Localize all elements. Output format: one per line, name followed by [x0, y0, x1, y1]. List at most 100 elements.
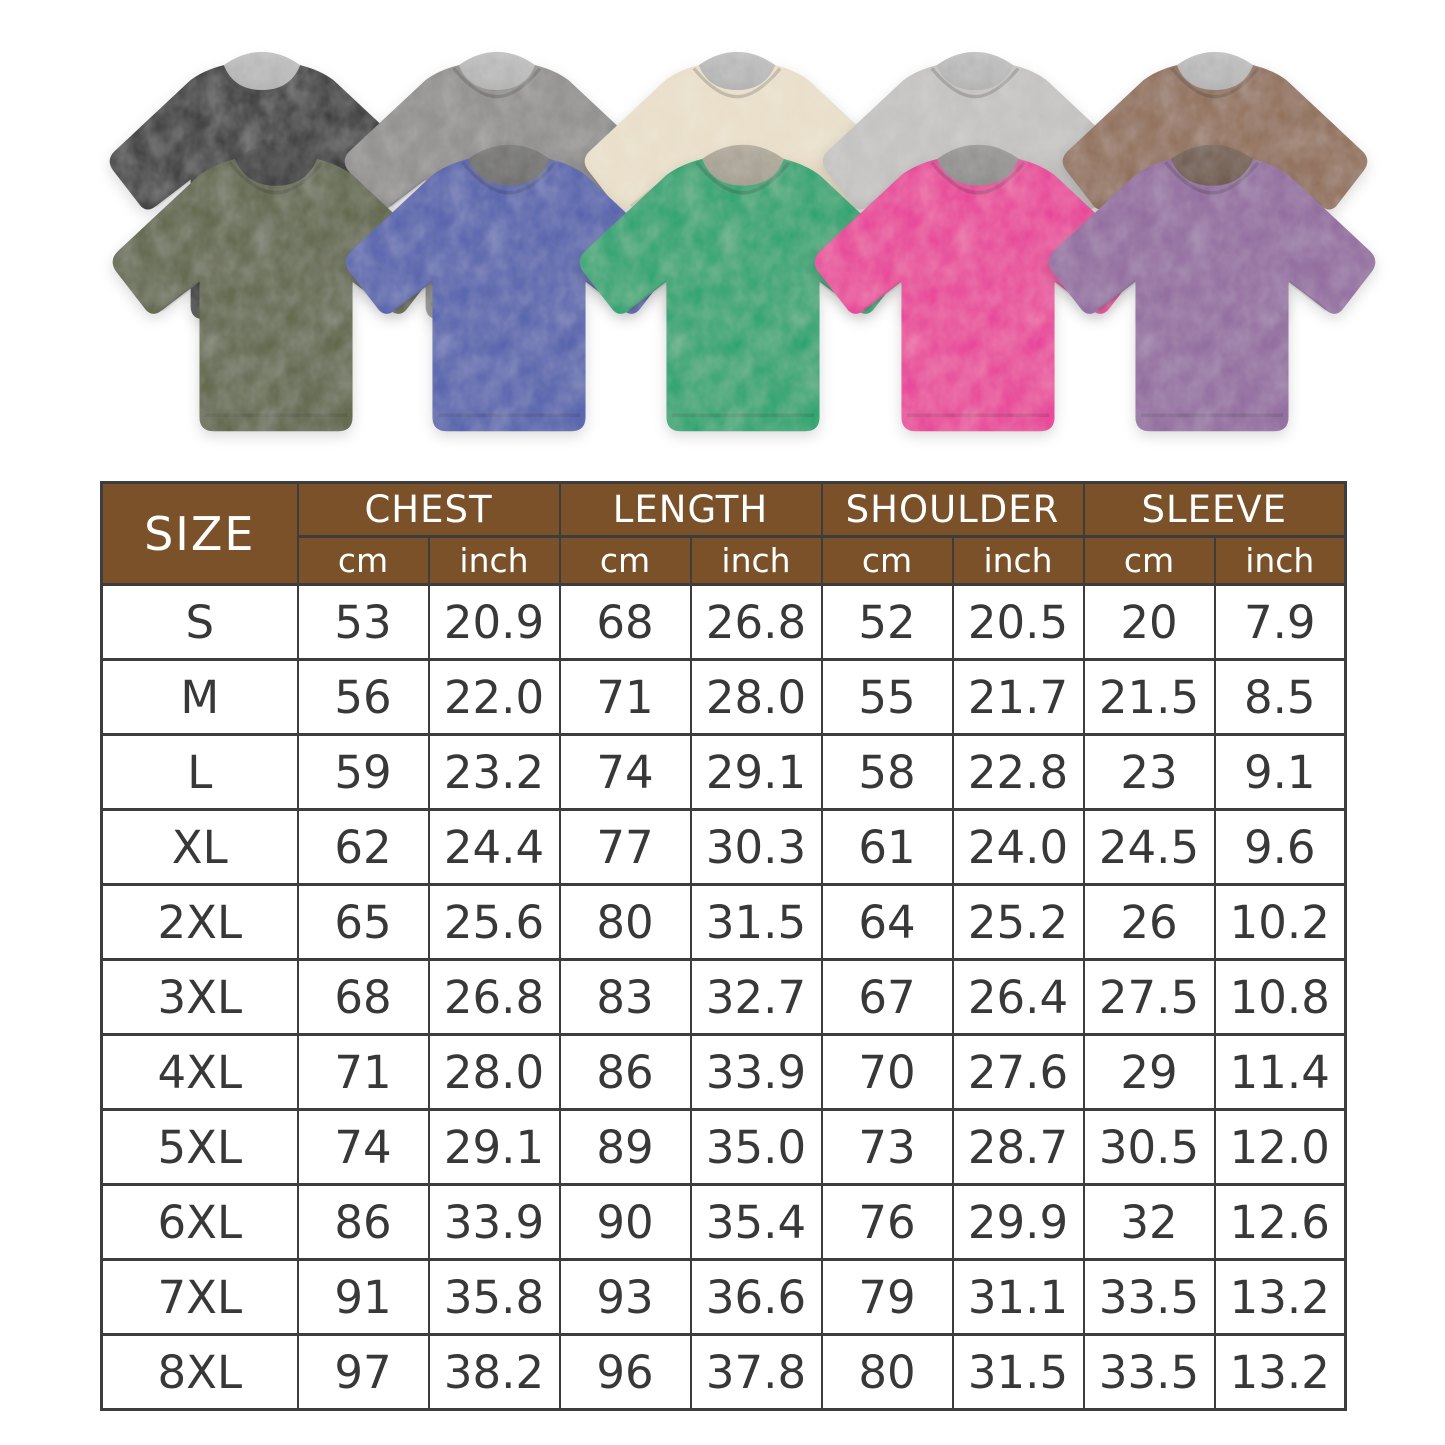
measurement-value: 11.4 — [1213, 1033, 1347, 1111]
measurement-value: 13.2 — [1213, 1333, 1347, 1411]
measurement-value: 35.8 — [427, 1258, 561, 1336]
measurement-value: 38.2 — [427, 1333, 561, 1411]
size-row-4xl: 4XL 71 28.0 86 33.9 70 27.6 29 11.4 — [100, 1033, 1347, 1111]
size-column-header: SIZE — [100, 481, 299, 586]
measurement-value: 31.5 — [951, 1333, 1085, 1411]
measurement-value: 13.2 — [1213, 1258, 1347, 1336]
measurement-value: 55 — [820, 658, 954, 736]
measurement-value: 29.9 — [951, 1183, 1085, 1261]
tshirt-purple — [1034, 102, 1390, 444]
measurement-value: 89 — [558, 1108, 692, 1186]
measurement-value: 33.9 — [689, 1033, 823, 1111]
measurement-value: 59 — [296, 733, 430, 811]
measurement-value: 58 — [820, 733, 954, 811]
size-label: 3XL — [100, 958, 299, 1036]
measurement-value: 10.2 — [1213, 883, 1347, 961]
measurement-value: 86 — [296, 1183, 430, 1261]
size-label: M — [100, 658, 299, 736]
measurement-value: 29.1 — [427, 1108, 561, 1186]
size-table: SIZE CHEST LENGTH SHOULDER SLEEVE cm inc… — [100, 481, 1348, 1411]
measurement-value: 80 — [558, 883, 692, 961]
measurement-value: 97 — [296, 1333, 430, 1411]
measurement-value: 71 — [558, 658, 692, 736]
measurement-value: 25.6 — [427, 883, 561, 961]
measurement-value: 35.0 — [689, 1108, 823, 1186]
shoulder-group-header: SHOULDER — [820, 481, 1085, 538]
size-row-l: L 59 23.2 74 29.1 58 22.8 23 9.1 — [100, 733, 1347, 811]
tshirt-graphic — [1034, 102, 1390, 444]
size-row-xl: XL 62 24.4 77 30.3 61 24.0 24.5 9.6 — [100, 808, 1347, 886]
size-row-7xl: 7XL 91 35.8 93 36.6 79 31.1 33.5 13.2 — [100, 1258, 1347, 1336]
measurement-value: 31.1 — [951, 1258, 1085, 1336]
size-row-3xl: 3XL 68 26.8 83 32.7 67 26.4 27.5 10.8 — [100, 958, 1347, 1036]
measurement-value: 36.6 — [689, 1258, 823, 1336]
measurement-value: 22.0 — [427, 658, 561, 736]
measurement-value: 12.6 — [1213, 1183, 1347, 1261]
measurement-value: 32.7 — [689, 958, 823, 1036]
measurement-value: 26.8 — [689, 583, 823, 661]
measurement-value: 32 — [1082, 1183, 1216, 1261]
measurement-value: 7.9 — [1213, 583, 1347, 661]
measurement-value: 26 — [1082, 883, 1216, 961]
shoulder-cm-header: cm — [820, 535, 954, 586]
shoulder-inch-header: inch — [951, 535, 1085, 586]
size-label: 5XL — [100, 1108, 299, 1186]
measurement-value: 79 — [820, 1258, 954, 1336]
measurement-value: 71 — [296, 1033, 430, 1111]
measurement-value: 21.5 — [1082, 658, 1216, 736]
measurement-value: 86 — [558, 1033, 692, 1111]
size-label: 2XL — [100, 883, 299, 961]
chest-inch-header: inch — [427, 535, 561, 586]
measurement-value: 22.8 — [951, 733, 1085, 811]
measurement-value: 65 — [296, 883, 430, 961]
front-shirt-row — [0, 0, 1445, 478]
measurement-value: 30.5 — [1082, 1108, 1216, 1186]
measurement-value: 10.8 — [1213, 958, 1347, 1036]
measurement-value: 56 — [296, 658, 430, 736]
measurement-value: 23 — [1082, 733, 1216, 811]
sleeve-group-header: SLEEVE — [1082, 481, 1347, 538]
measurement-value: 24.4 — [427, 808, 561, 886]
measurement-value: 68 — [558, 583, 692, 661]
measurement-value: 33.5 — [1082, 1333, 1216, 1411]
measurement-value: 64 — [820, 883, 954, 961]
measurement-value: 35.4 — [689, 1183, 823, 1261]
measurement-value: 91 — [296, 1258, 430, 1336]
measurement-value: 8.5 — [1213, 658, 1347, 736]
measurement-value: 33.9 — [427, 1183, 561, 1261]
measurement-value: 74 — [296, 1108, 430, 1186]
measurement-value: 29 — [1082, 1033, 1216, 1111]
measurement-value: 31.5 — [689, 883, 823, 961]
size-label: 8XL — [100, 1333, 299, 1411]
measurement-value: 24.5 — [1082, 808, 1216, 886]
length-cm-header: cm — [558, 535, 692, 586]
size-row-6xl: 6XL 86 33.9 90 35.4 76 29.9 32 12.6 — [100, 1183, 1347, 1261]
measurement-value: 70 — [820, 1033, 954, 1111]
measurement-value: 53 — [296, 583, 430, 661]
measurement-value: 25.2 — [951, 883, 1085, 961]
measurement-value: 26.4 — [951, 958, 1085, 1036]
measurement-value: 23.2 — [427, 733, 561, 811]
measurement-value: 83 — [558, 958, 692, 1036]
size-row-m: M 56 22.0 71 28.0 55 21.7 21.5 8.5 — [100, 658, 1347, 736]
measurement-value: 77 — [558, 808, 692, 886]
sleeve-cm-header: cm — [1082, 535, 1216, 586]
chest-cm-header: cm — [296, 535, 430, 586]
measurement-value: 52 — [820, 583, 954, 661]
measurement-value: 68 — [296, 958, 430, 1036]
size-table-header: SIZE CHEST LENGTH SHOULDER SLEEVE cm inc… — [100, 481, 1347, 586]
measurement-value: 21.7 — [951, 658, 1085, 736]
measurement-value: 33.5 — [1082, 1258, 1216, 1336]
size-row-5xl: 5XL 74 29.1 89 35.0 73 28.7 30.5 12.0 — [100, 1108, 1347, 1186]
measurement-value: 28.0 — [427, 1033, 561, 1111]
measurement-value: 9.1 — [1213, 733, 1347, 811]
size-label: S — [100, 583, 299, 661]
size-label: L — [100, 733, 299, 811]
measurement-value: 27.5 — [1082, 958, 1216, 1036]
size-row-s: S 53 20.9 68 26.8 52 20.5 20 7.9 — [100, 583, 1347, 661]
measurement-value: 80 — [820, 1333, 954, 1411]
measurement-value: 29.1 — [689, 733, 823, 811]
size-label: XL — [100, 808, 299, 886]
measurement-value: 37.8 — [689, 1333, 823, 1411]
sleeve-inch-header: inch — [1213, 535, 1347, 586]
